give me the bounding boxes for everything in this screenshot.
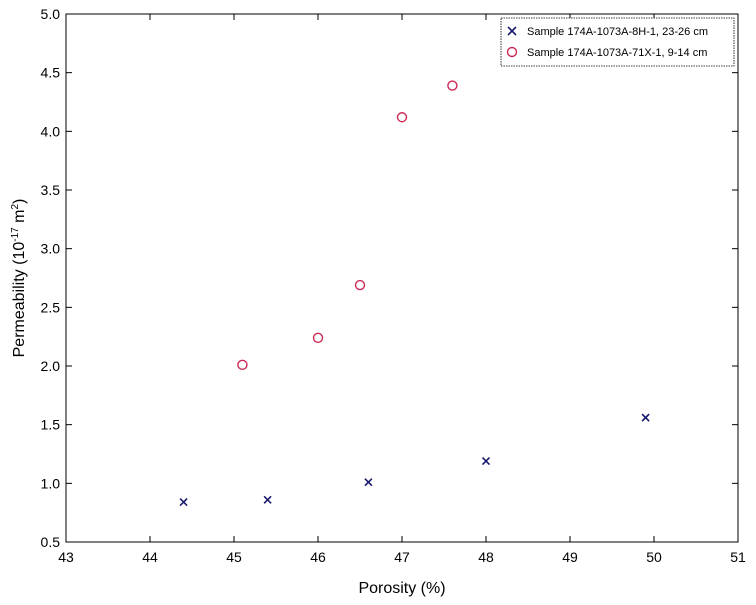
legend: Sample 174A-1073A-8H-1, 23-26 cm Sample … — [500, 17, 735, 67]
x-tick-label: 48 — [478, 549, 494, 565]
x-tick-label: 50 — [646, 549, 662, 565]
x-tick-label: 44 — [142, 549, 158, 565]
x-tick-label: 45 — [226, 549, 242, 565]
data-point-x — [263, 495, 272, 504]
data-points — [179, 80, 650, 507]
y-tick-label: 1.5 — [41, 417, 61, 433]
legend-marker-circle — [506, 46, 518, 58]
x-tick-label: 49 — [562, 549, 578, 565]
legend-marker-x — [507, 26, 517, 36]
y-axis-title: Permeability (10-17 m2) — [10, 199, 28, 358]
data-point-x — [641, 413, 650, 422]
data-point-x — [481, 456, 491, 466]
x-tick-label: 46 — [310, 549, 326, 565]
y-tick-label: 0.5 — [41, 534, 61, 550]
y-tick-label: 3.5 — [41, 182, 61, 198]
y-axis-title-unit-exponent: 2 — [10, 204, 21, 210]
data-point-circle — [396, 112, 408, 123]
data-point-x — [179, 498, 188, 507]
data-point-circle — [237, 359, 248, 371]
y-tick-label: 2.5 — [41, 299, 61, 315]
y-axis-title-end: ) — [11, 199, 28, 204]
y-axis-title-unit: m — [11, 210, 28, 228]
data-point-x — [364, 478, 373, 487]
x-axis-title: Porosity (%) — [358, 580, 445, 597]
plot-frame — [65, 13, 739, 543]
data-point-circle — [312, 332, 324, 344]
x-tick-label: 47 — [394, 549, 410, 565]
y-tick-label: 1.0 — [41, 475, 61, 491]
x-tick-label: 51 — [730, 549, 746, 565]
x-tick-label: 43 — [58, 549, 74, 565]
y-tick-label: 4.0 — [41, 123, 61, 139]
y-tick-labels: 0.5 1.0 1.5 2.0 2.5 3.0 3.5 4.0 4.5 5.0 — [41, 6, 61, 550]
legend-box — [500, 17, 735, 67]
axis-ticks — [65, 13, 739, 543]
legend-label-series-1: Sample 174A-1073A-8H-1, 23-26 cm — [527, 26, 708, 38]
y-tick-label: 5.0 — [41, 6, 61, 22]
legend-label-series-2: Sample 174A-1073A-71X-1, 9-14 cm — [527, 47, 707, 59]
x-tick-labels: 43 44 45 46 47 48 49 50 51 — [58, 549, 746, 565]
y-axis-title-main: Permeability (10 — [11, 242, 28, 358]
y-tick-label: 2.0 — [41, 358, 61, 374]
y-axis-title-exponent: -17 — [10, 227, 21, 242]
y-tick-label: 3.0 — [41, 241, 61, 257]
data-point-circle — [354, 279, 366, 291]
data-point-circle — [447, 80, 458, 91]
y-tick-label: 4.5 — [41, 65, 61, 81]
